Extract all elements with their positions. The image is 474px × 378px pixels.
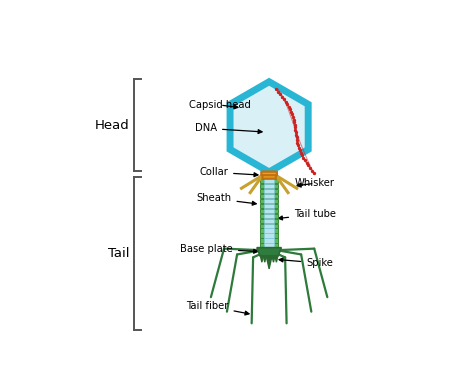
Text: Spike: Spike <box>279 258 333 268</box>
Bar <box>264 184 274 188</box>
Bar <box>260 233 278 238</box>
Text: Tail fiber: Tail fiber <box>186 301 249 315</box>
Bar <box>260 218 278 223</box>
Bar <box>260 204 278 208</box>
Bar <box>264 209 274 213</box>
Polygon shape <box>230 82 308 172</box>
Polygon shape <box>272 256 275 262</box>
Bar <box>264 228 274 233</box>
Bar <box>264 223 274 228</box>
Bar <box>264 243 274 248</box>
Bar <box>264 233 274 238</box>
Text: Sheath: Sheath <box>196 194 256 205</box>
Polygon shape <box>266 256 272 269</box>
Text: Capsid head: Capsid head <box>189 100 251 110</box>
Text: Collar: Collar <box>199 167 258 177</box>
Text: Base plate: Base plate <box>180 244 257 254</box>
Polygon shape <box>275 256 278 262</box>
Bar <box>260 194 278 198</box>
Text: Head: Head <box>95 119 129 132</box>
Bar <box>260 184 278 188</box>
Bar <box>264 218 274 223</box>
Bar <box>264 239 274 243</box>
Text: DNA: DNA <box>195 123 262 133</box>
Bar <box>260 239 278 243</box>
Bar <box>264 204 274 208</box>
Bar <box>264 179 274 183</box>
Bar <box>264 189 274 193</box>
Bar <box>260 199 278 203</box>
Text: Tail: Tail <box>108 247 129 260</box>
Text: Tail tube: Tail tube <box>279 209 336 220</box>
Bar <box>264 194 274 198</box>
Bar <box>260 209 278 213</box>
Polygon shape <box>263 256 266 262</box>
Polygon shape <box>257 248 282 256</box>
Bar <box>264 214 274 218</box>
Bar <box>264 199 274 203</box>
FancyBboxPatch shape <box>263 172 276 179</box>
Bar <box>260 228 278 233</box>
Bar <box>260 243 278 248</box>
Polygon shape <box>260 256 263 262</box>
Bar <box>260 214 278 218</box>
Bar <box>260 179 278 183</box>
Bar <box>260 189 278 193</box>
Bar <box>260 223 278 228</box>
FancyBboxPatch shape <box>261 172 277 175</box>
Text: Whisker: Whisker <box>295 178 335 188</box>
